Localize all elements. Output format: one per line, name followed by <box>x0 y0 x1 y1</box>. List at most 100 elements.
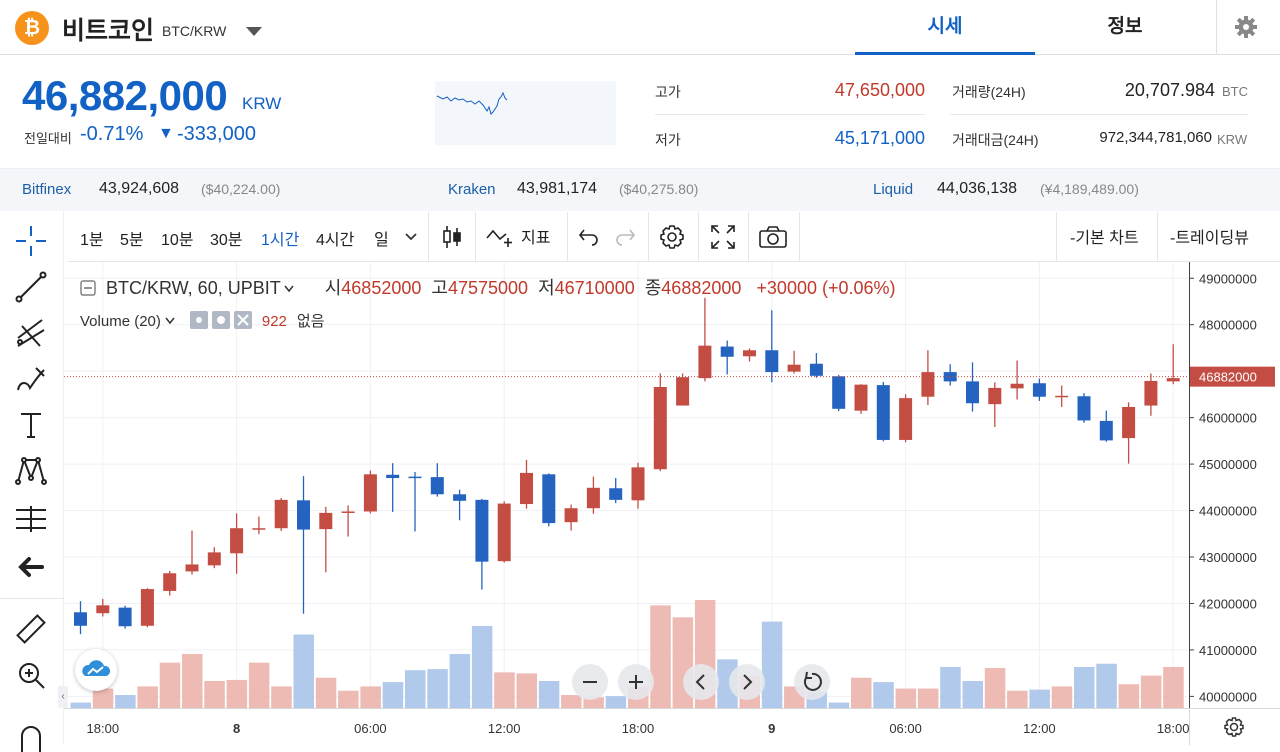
candle-body <box>899 398 913 440</box>
price-tick-label: 41000000 <box>1199 643 1257 658</box>
undo-icon[interactable] <box>578 226 600 246</box>
candle-body <box>118 607 132 627</box>
candle-body <box>609 488 623 500</box>
volume-bar <box>940 666 961 708</box>
tradingview-button[interactable]: -트레이딩뷰 <box>1170 230 1249 247</box>
candle-body <box>1010 383 1024 389</box>
volume-bar <box>895 688 917 708</box>
pattern-icon[interactable] <box>14 454 48 488</box>
camera-icon[interactable] <box>758 225 788 249</box>
text-tool-icon[interactable] <box>14 408 48 442</box>
candle-body <box>1166 378 1180 382</box>
low-value: 46710000 <box>554 278 635 298</box>
fullscreen-icon[interactable] <box>710 224 736 250</box>
time-tick-label: 8 <box>233 721 240 736</box>
exchange-jpy-liquid: (¥4,189,489.00) <box>1040 181 1139 197</box>
axis-gear-icon[interactable] <box>1224 717 1244 737</box>
candle-body <box>207 552 221 566</box>
zoom-in-button[interactable] <box>618 664 654 700</box>
volume-bar <box>315 677 337 708</box>
crosshair-icon[interactable] <box>14 224 48 258</box>
timeframe-1h[interactable]: 1시간 <box>261 232 300 249</box>
volume-bar <box>70 702 91 708</box>
volume-bar <box>828 702 850 708</box>
indicator-button[interactable]: 지표 <box>521 230 551 247</box>
volume-bar <box>516 673 537 708</box>
candle-body <box>1077 396 1091 421</box>
settings-button[interactable] <box>1216 0 1280 55</box>
candle-body <box>809 363 823 376</box>
divider <box>950 114 1248 115</box>
panel-collapse-handle[interactable]: ‹ <box>58 686 68 708</box>
volume-legend: Volume (20) 922 없음 <box>80 310 325 331</box>
candle-body <box>297 500 310 530</box>
trend-line-icon[interactable] <box>14 270 48 304</box>
scroll-right-button[interactable] <box>729 664 765 700</box>
timeframe-day[interactable]: 일 <box>374 232 389 249</box>
scroll-left-button[interactable] <box>683 664 719 700</box>
volume-bar <box>182 654 203 708</box>
high-label: 고 <box>431 278 448 298</box>
candle-type-icon[interactable] <box>440 224 464 250</box>
cloud-icon <box>82 660 111 676</box>
current-price: 46,882,000 <box>22 72 228 119</box>
brush-icon[interactable] <box>14 362 48 396</box>
volume-bar <box>851 677 872 708</box>
cloud-save-button[interactable] <box>75 649 117 691</box>
candle-body <box>854 384 868 411</box>
exchange-prices: Bitfinex 43,924,608 ($40,224.00) Kraken … <box>0 168 1280 211</box>
chart-settings-icon[interactable] <box>658 223 686 251</box>
basic-chart-button[interactable]: -기본 차트 <box>1070 230 1139 247</box>
candle-body <box>988 387 1002 405</box>
ruler-icon[interactable] <box>14 612 48 646</box>
redo-icon[interactable] <box>614 226 636 246</box>
timeframe-4h[interactable]: 4시간 <box>316 232 355 249</box>
volume-bar <box>873 682 894 708</box>
timeframe-5m[interactable]: 5분 <box>120 232 144 249</box>
divider <box>648 212 649 261</box>
measure-icon[interactable] <box>14 502 48 536</box>
chevron-down-icon[interactable] <box>164 316 176 326</box>
price-tick-label: 44000000 <box>1199 504 1257 519</box>
chevron-down-icon[interactable] <box>404 231 418 243</box>
volume-bar <box>159 662 181 708</box>
candle-body <box>876 385 890 440</box>
zoom-icon[interactable] <box>14 658 48 692</box>
collapse-icon[interactable] <box>80 280 96 296</box>
tab-quote[interactable]: 시세 <box>855 0 1035 55</box>
arrow-left-icon[interactable] <box>14 550 48 584</box>
chevron-down-icon[interactable] <box>283 284 295 294</box>
symbol-label[interactable]: BTC/KRW, 60, UPBIT <box>106 278 281 298</box>
timeframe-30m[interactable]: 30분 <box>210 232 243 249</box>
time-tick-label: 18:00 <box>1157 721 1190 736</box>
candle-body <box>163 573 177 591</box>
timeframe-10m[interactable]: 10분 <box>161 232 194 249</box>
candle-body <box>765 350 779 373</box>
candle-body <box>720 346 734 357</box>
indicator-icon[interactable] <box>486 226 518 248</box>
indicator-controls[interactable] <box>189 311 252 329</box>
volume-bar <box>1007 690 1028 708</box>
reset-icon <box>803 671 822 691</box>
open-label: 시 <box>324 278 342 298</box>
candle-body <box>631 467 645 501</box>
volume-indicator-label[interactable]: Volume (20) <box>80 313 161 330</box>
divider <box>799 212 800 261</box>
magnet-icon[interactable] <box>14 718 48 752</box>
zoom-out-button[interactable] <box>572 664 608 700</box>
candle-body <box>698 345 712 379</box>
volume-bar <box>984 668 1006 708</box>
candlestick-chart[interactable]: 40000000 41000000 42000000 43000000 44000000… <box>64 262 1280 745</box>
volume-bar <box>115 695 136 708</box>
exchange-name-bitfinex: Bitfinex <box>22 181 72 198</box>
price-tick-label: 49000000 <box>1199 271 1257 286</box>
exchange-usd-kraken: ($40,275.80) <box>619 181 699 197</box>
tab-info[interactable]: 정보 <box>1107 16 1143 37</box>
timeframe-1m[interactable]: 1분 <box>80 232 104 249</box>
candle-body <box>230 528 244 554</box>
time-tick-label: 06:00 <box>889 721 922 736</box>
volume-bar <box>917 688 939 708</box>
reset-chart-button[interactable] <box>794 664 830 700</box>
coin-dropdown-icon[interactable] <box>246 27 262 36</box>
pitchfork-icon[interactable] <box>14 316 48 350</box>
